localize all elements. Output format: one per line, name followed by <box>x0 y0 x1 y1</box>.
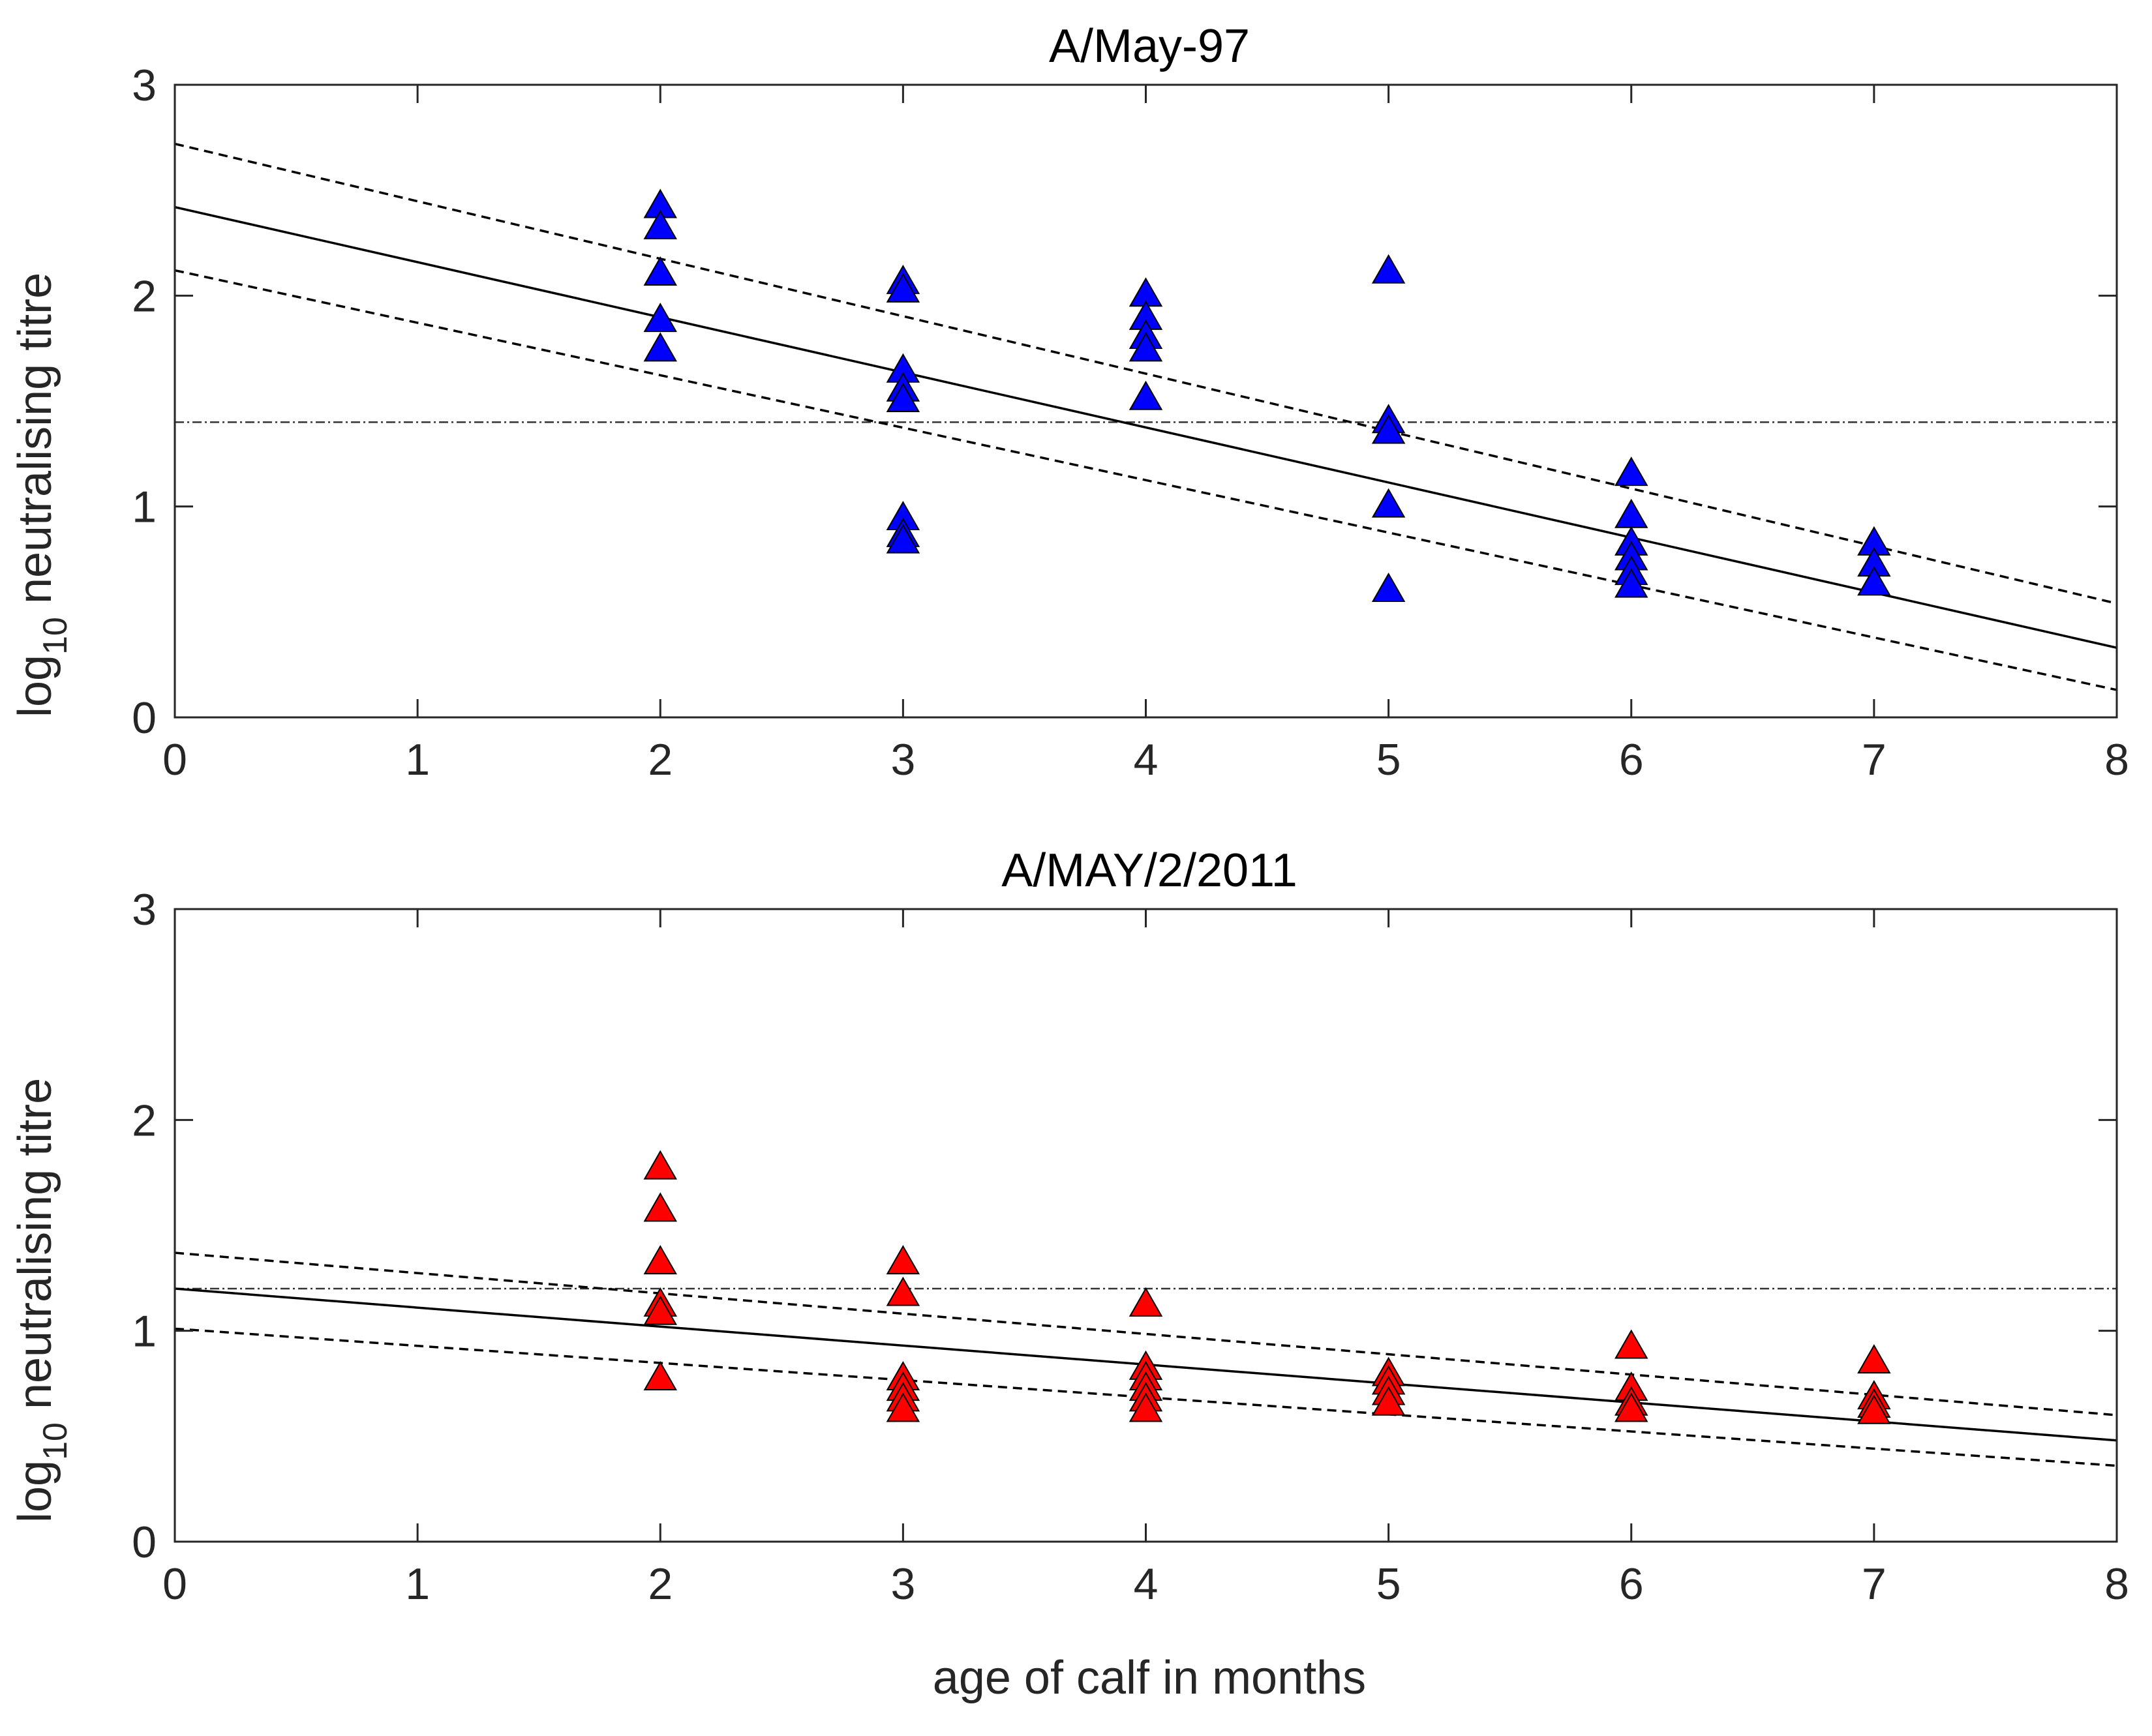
x-tick-label: 1 <box>405 735 430 785</box>
panel-title: A/MAY/2/2011 <box>1001 845 1297 897</box>
data-point-triangle <box>643 1150 677 1180</box>
data-point-triangle <box>886 382 920 412</box>
panel-a-may-2-2011: A/MAY/2/2011 log10 neutralising titre ag… <box>9 845 2129 1704</box>
data-point-triangle <box>1129 1392 1163 1422</box>
data-point-triangle <box>1614 1392 1648 1422</box>
y-axis-label-rest: neutralising titre <box>9 1078 61 1422</box>
data-point-triangle <box>1614 456 1648 486</box>
data-point-triangle <box>643 303 677 333</box>
x-tick-label: 7 <box>1862 735 1887 785</box>
data-point-triangle <box>1857 566 1891 596</box>
data-point-triangle <box>886 1392 920 1422</box>
data-point-triangle <box>643 1192 677 1222</box>
x-tick-label: 3 <box>890 1559 915 1609</box>
x-tick-label: 1 <box>405 1559 430 1609</box>
x-tick-label: 6 <box>1619 735 1644 785</box>
data-point-triangle <box>1129 1287 1163 1317</box>
data-point-triangle <box>643 1245 677 1275</box>
y-tick-label: 1 <box>132 483 157 532</box>
x-tick-label: 0 <box>162 735 187 785</box>
data-point-triangle <box>643 332 677 362</box>
lines-layer <box>175 142 2117 691</box>
x-tick-label: 0 <box>162 1559 187 1609</box>
data-point-triangle <box>643 209 677 239</box>
y-axis-label: log10 neutralising titre <box>9 273 74 717</box>
data-points <box>643 188 1891 602</box>
y-tick-label: 3 <box>132 61 157 110</box>
x-tick-label: 7 <box>1862 1559 1887 1609</box>
y-axis-label: log10 neutralising titre <box>9 1078 74 1523</box>
ci-lower-line <box>175 269 2117 691</box>
data-point-triangle <box>1129 332 1163 362</box>
data-point-triangle <box>1371 414 1406 444</box>
x-tick-label: 5 <box>1376 1559 1401 1609</box>
data-point-triangle <box>886 524 920 554</box>
x-ticks: 0 1 2 3 4 5 6 7 8 <box>162 909 2129 1609</box>
data-point-triangle <box>643 256 677 286</box>
data-point-triangle <box>1614 1329 1648 1359</box>
y-axis-label-main: log <box>9 655 61 717</box>
data-point-triangle <box>1129 380 1163 410</box>
x-tick-label: 3 <box>890 735 915 785</box>
y-tick-label: 2 <box>132 271 157 321</box>
y-axis-label-main: log <box>9 1460 61 1523</box>
data-point-triangle <box>1371 254 1406 284</box>
x-tick-label: 2 <box>648 1559 673 1609</box>
data-point-triangle <box>1371 1386 1406 1416</box>
x-ticks: 0 1 2 3 4 5 6 7 8 <box>162 85 2129 785</box>
x-tick-label: 4 <box>1134 1559 1159 1609</box>
panel-title: A/May-97 <box>1049 20 1250 72</box>
data-point-triangle <box>886 273 920 303</box>
y-axis-label-rest: neutralising titre <box>9 273 61 617</box>
y-tick-label: 0 <box>132 1518 157 1567</box>
data-point-triangle <box>1614 568 1648 598</box>
y-tick-label: 1 <box>132 1307 157 1356</box>
data-point-triangle <box>1371 572 1406 602</box>
ci-upper-line <box>175 142 2117 605</box>
y-axis-label-subscript: 10 <box>37 1422 74 1460</box>
data-point-triangle <box>886 1245 920 1275</box>
data-point-triangle <box>1857 1394 1891 1424</box>
x-tick-label: 2 <box>648 735 673 785</box>
data-point-triangle <box>643 1295 677 1325</box>
ci-lower-line <box>175 1327 2117 1467</box>
y-tick-label: 3 <box>132 885 157 935</box>
ci-upper-line <box>175 1251 2117 1416</box>
y-ticks: 0 1 2 3 <box>132 885 2117 1567</box>
y-ticks: 0 1 2 3 <box>132 61 2117 743</box>
x-tick-label: 4 <box>1134 735 1159 785</box>
data-point-triangle <box>1857 1344 1891 1374</box>
data-points <box>643 1150 1891 1424</box>
x-tick-label: 8 <box>2104 735 2129 785</box>
y-tick-label: 0 <box>132 693 157 743</box>
data-point-triangle <box>643 1360 677 1390</box>
x-tick-label: 5 <box>1376 735 1401 785</box>
x-tick-label: 6 <box>1619 1559 1644 1609</box>
regression-line <box>175 205 2117 650</box>
x-axis-label: age of calf in months <box>933 1652 1366 1704</box>
y-axis-label-subscript: 10 <box>37 617 74 655</box>
x-tick-label: 8 <box>2104 1559 2129 1609</box>
y-tick-label: 2 <box>132 1096 157 1145</box>
data-point-triangle <box>886 1276 920 1306</box>
data-point-triangle <box>1371 488 1406 518</box>
